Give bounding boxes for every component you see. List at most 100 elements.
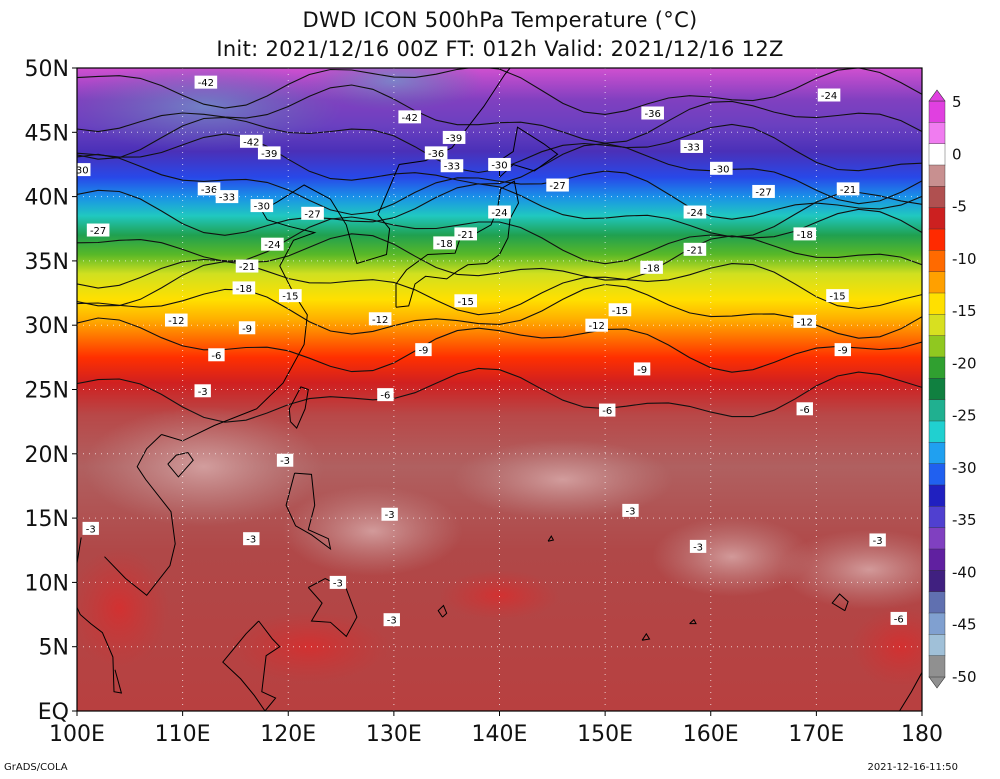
- contour-label: -3: [82, 521, 99, 535]
- contour-label: -3: [383, 613, 400, 627]
- contour-label-bg: [622, 503, 639, 517]
- contour-label: -9: [415, 343, 432, 357]
- y-tick-label: 40N: [25, 186, 69, 211]
- colorbar-band: [928, 612, 946, 635]
- field-patch: [779, 529, 922, 610]
- contour-label-bg: [415, 343, 432, 357]
- colorbar-band: [928, 399, 946, 422]
- contour-label-bg: [683, 242, 707, 256]
- contour-label: -39: [442, 130, 466, 144]
- contour-label-text: -12: [589, 321, 605, 332]
- contour-label-text: -3: [873, 536, 883, 547]
- colorbar-band: [928, 335, 946, 358]
- contour-label-bg: [796, 402, 813, 416]
- colorbar-label: 5: [952, 93, 962, 111]
- contour-label: -24: [817, 88, 841, 102]
- contour-label-bg: [257, 146, 281, 160]
- x-tick-label: 150E: [577, 722, 633, 747]
- contour-label-bg: [208, 348, 225, 362]
- contour-label: -3: [243, 532, 260, 546]
- contour-label: -6: [890, 611, 907, 625]
- contour-label-text: -36: [644, 109, 660, 120]
- coastline: [547, 535, 555, 542]
- contour-label-bg: [164, 313, 188, 327]
- contour-label-text: -12: [168, 316, 184, 327]
- contour-label-bg: [683, 205, 707, 219]
- contour-label: -3: [869, 533, 886, 547]
- isotherm-line: [77, 261, 922, 316]
- contour-label-bg: [641, 106, 664, 120]
- colorbar-band: [928, 378, 946, 401]
- coastline: [104, 434, 176, 597]
- colorbar-band: [928, 634, 946, 657]
- colorbar-label: -30: [952, 459, 977, 477]
- contour-label-bg: [261, 237, 284, 251]
- contour-label: -12: [793, 314, 817, 328]
- contour-label-text: -42: [402, 113, 418, 124]
- field-patch: [850, 606, 922, 687]
- contour-label-bg: [381, 507, 398, 521]
- contour-label-text: -3: [385, 510, 395, 521]
- contour-label: -39: [257, 146, 281, 160]
- contour-label-text: -39: [446, 133, 462, 144]
- coastline: [689, 618, 697, 625]
- longitude-axis: 100E 110E 120E 130E 140E 150E 160E 170E 180: [49, 711, 943, 747]
- contour-label: -15: [279, 289, 302, 303]
- contour-label: -42: [194, 75, 218, 89]
- contour-label-bg: [793, 227, 817, 241]
- contour-label-bg: [454, 227, 477, 241]
- contour-label: -6: [377, 388, 394, 402]
- latitude-axis: 50N 45N 40N 35N 30N 25N 20N 15N 10N 5N EQ: [25, 57, 77, 725]
- contour-label-text: -27: [90, 226, 106, 237]
- contour-label-text: -21: [840, 185, 856, 196]
- footer-credit: GrADS/COLA: [4, 762, 68, 773]
- contour-label: -36: [424, 146, 448, 160]
- contour-label-text: -30: [491, 160, 507, 171]
- colorbar-band: [928, 570, 946, 593]
- y-tick-label: 45N: [25, 121, 69, 146]
- colorbar-label: -45: [952, 616, 977, 634]
- contour-label-bg: [301, 206, 324, 220]
- colorbar-bottom-arrow: [928, 676, 946, 689]
- contour-label: -3: [381, 507, 398, 521]
- contour-label-text: -18: [436, 239, 452, 250]
- contour-label-bg: [239, 134, 263, 148]
- contour-label-text: -24: [687, 208, 703, 219]
- contour-label-bg: [599, 403, 616, 417]
- isotherm-line: [77, 283, 922, 339]
- contour-label-text: -12: [797, 317, 813, 328]
- colorbar-band: [928, 655, 946, 678]
- contour-label-text: -6: [894, 614, 904, 625]
- contour-label-text: -39: [261, 149, 277, 160]
- contour-label-bg: [442, 130, 466, 144]
- contour-label-text: -3: [86, 524, 96, 535]
- contour-label-bg: [238, 321, 256, 335]
- contour-label-text: -3: [246, 535, 256, 546]
- contour-label-bg: [276, 453, 294, 467]
- contour-label-bg: [585, 318, 608, 332]
- contour-label: -18: [793, 227, 817, 241]
- contour-label: -24: [488, 205, 511, 219]
- colorbar-band: [928, 271, 946, 294]
- coastline: [641, 632, 651, 641]
- colorbar-label: -35: [952, 511, 977, 529]
- colorbar-band: [928, 292, 946, 315]
- x-tick-label: 110E: [155, 722, 211, 747]
- contour-label-text: -6: [211, 351, 221, 362]
- contour-label-bg: [194, 384, 211, 398]
- contour-label: -3: [689, 539, 707, 553]
- coastline: [499, 126, 559, 178]
- contour-label-bg: [836, 182, 860, 196]
- contour-label: -15: [454, 294, 477, 308]
- contour-label-text: -36: [428, 149, 444, 160]
- contour-label-text: -33: [684, 142, 700, 153]
- x-tick-label: 100E: [49, 722, 105, 747]
- contour-label-bg: [368, 312, 392, 326]
- y-tick-label: 35N: [25, 250, 69, 275]
- contour-label: -33: [440, 159, 464, 173]
- contour-label-text: -3: [333, 578, 343, 589]
- y-tick-label: 15N: [25, 507, 69, 532]
- contour-label-text: -15: [612, 306, 628, 317]
- contour-label-text: -3: [198, 387, 208, 398]
- map-subtitle: Init: 2021/12/16 00Z FT: 012h Valid: 202…: [216, 37, 784, 61]
